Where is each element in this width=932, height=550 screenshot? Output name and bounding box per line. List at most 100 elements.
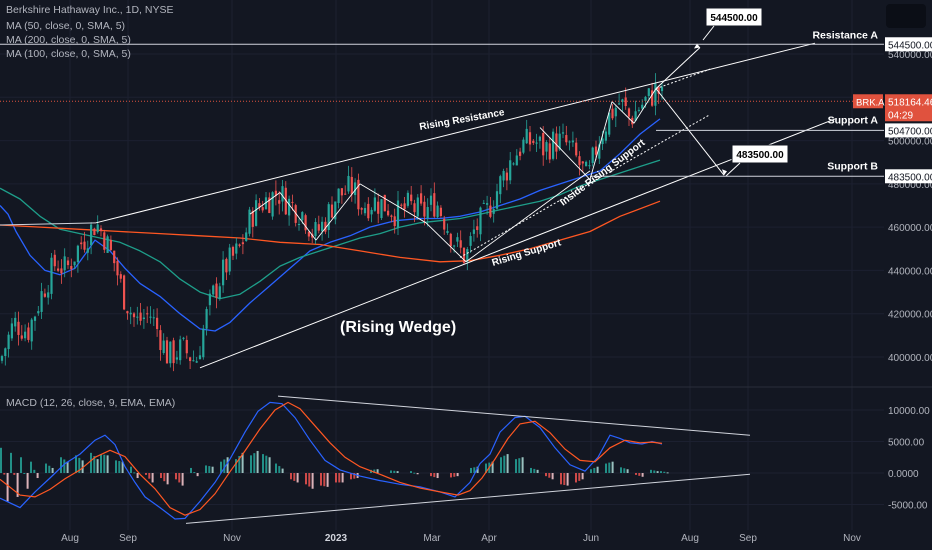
- candle-body: [66, 260, 70, 266]
- candle-body: [601, 138, 604, 145]
- macd-axis[interactable]: 10000.00 5000.00 0.0000 -5000.00: [888, 406, 930, 512]
- candle-body: [47, 292, 50, 298]
- macd-line: [0, 401, 663, 520]
- rising-resistance-line: [95, 42, 816, 224]
- legend-macd[interactable]: MACD (12, 26, close, 9, EMA, EMA): [6, 397, 176, 409]
- macd-histogram-bar: [256, 450, 259, 473]
- macd-histogram-bar: [23, 473, 26, 474]
- price-tick-label: 460000.00: [888, 223, 932, 234]
- macd-histogram-bar: [281, 468, 284, 473]
- candle-body: [99, 228, 103, 232]
- macd-histogram-bar: [653, 470, 656, 473]
- macd-histogram-bar: [323, 473, 326, 487]
- candle-body: [103, 232, 106, 250]
- macd-histogram-bar: [13, 473, 16, 475]
- macd-pane: [0, 395, 751, 524]
- candle-body: [347, 175, 350, 192]
- candle-body: [429, 195, 433, 205]
- level-badge-label: 544500.00: [888, 40, 932, 51]
- candle-body: [307, 231, 310, 237]
- price-tick-label: 500000.00: [888, 137, 932, 148]
- logo-box: [886, 4, 926, 28]
- candle-body: [400, 204, 403, 206]
- candle-body: [162, 340, 165, 354]
- rising-wedge-label: (Rising Wedge): [340, 319, 456, 336]
- dotted-projection: [655, 68, 711, 90]
- candle-body: [387, 210, 390, 216]
- candle-body: [618, 103, 621, 105]
- candle-body: [555, 133, 558, 152]
- candle-body: [291, 201, 294, 203]
- macd-histogram-bar: [0, 447, 2, 473]
- candle-body: [641, 104, 644, 109]
- candle-body: [205, 309, 208, 329]
- candle-body: [522, 139, 525, 153]
- macd-histogram-bar: [106, 455, 109, 473]
- macd-histogram-bar: [530, 467, 532, 473]
- candle-body: [238, 244, 241, 246]
- candle-body: [198, 355, 202, 360]
- candle-body: [594, 146, 598, 155]
- macd-histogram-bar: [196, 473, 199, 477]
- price-tick-label: 400000.00: [888, 353, 932, 364]
- macd-histogram-bar: [166, 473, 169, 485]
- candle-body: [456, 237, 459, 242]
- candle-body: [301, 212, 304, 221]
- candle-body: [403, 203, 406, 210]
- candle-body: [225, 258, 228, 273]
- candle-body: [175, 357, 178, 360]
- candle-body: [86, 248, 89, 253]
- target-high-callout: [705, 7, 763, 27]
- target-high-arrow: [655, 47, 701, 89]
- candle-body: [288, 198, 291, 216]
- legend-ma-100[interactable]: MA (100, close, 0, SMA, 5): [6, 48, 131, 60]
- candle-body: [548, 143, 551, 160]
- candle-body: [654, 83, 657, 106]
- macd-histogram-bar: [10, 452, 12, 473]
- ma-line-ma50: [0, 118, 661, 332]
- candle-body: [314, 222, 317, 237]
- time-axis[interactable]: Aug Sep Nov 2023 Mar Apr Jun Aug Sep Nov: [61, 533, 861, 544]
- macd-tick-label: 10000.00: [888, 406, 930, 417]
- macd-histogram-bar: [608, 462, 611, 473]
- candle-body: [486, 203, 489, 205]
- candle-body: [63, 256, 66, 271]
- macd-histogram-bar: [241, 452, 244, 473]
- candle-body: [231, 246, 235, 256]
- candle-body: [50, 257, 53, 294]
- price-axis[interactable]: 400000.00 420000.00 440000.00 460000.00 4800…: [853, 37, 932, 364]
- macd-histogram-bar: [163, 473, 166, 482]
- candle-body: [0, 356, 4, 361]
- pattern-segment: [465, 170, 591, 263]
- candle-body: [334, 201, 337, 220]
- candle-body: [525, 128, 528, 144]
- macd-histogram-bar: [518, 458, 521, 473]
- macd-histogram-bar: [470, 467, 472, 473]
- macd-histogram-bar: [635, 473, 637, 475]
- resistance-a-label: Resistance A: [812, 29, 878, 41]
- last-price-badge: [885, 94, 932, 122]
- macd-histogram-bar: [521, 457, 524, 473]
- candle-body: [37, 311, 40, 314]
- legend-symbol[interactable]: Berkshire Hathaway Inc., 1D, NYSE: [6, 4, 174, 16]
- candle-body: [449, 233, 452, 247]
- time-tick-label: 2023: [325, 533, 348, 544]
- candle-body: [446, 230, 449, 233]
- candle-body: [245, 232, 248, 241]
- candle-body: [472, 229, 475, 234]
- macd-histogram-bar: [290, 473, 292, 480]
- candle-body: [509, 160, 512, 181]
- macd-tick-label: 5000.00: [888, 438, 925, 449]
- candle-body: [106, 236, 109, 253]
- macd-histogram-bar: [250, 455, 252, 473]
- legend-ma-200[interactable]: MA (200, close, 0, SMA, 5): [6, 34, 131, 46]
- legend-ma-50[interactable]: MA (50, close, 0, SMA, 5): [6, 20, 126, 32]
- macd-histogram-bar: [476, 466, 479, 473]
- macd-histogram-bar: [223, 459, 226, 473]
- candle-body: [660, 86, 664, 92]
- candle-body: [123, 275, 126, 310]
- candle-body: [119, 274, 122, 279]
- candle-body: [156, 317, 159, 330]
